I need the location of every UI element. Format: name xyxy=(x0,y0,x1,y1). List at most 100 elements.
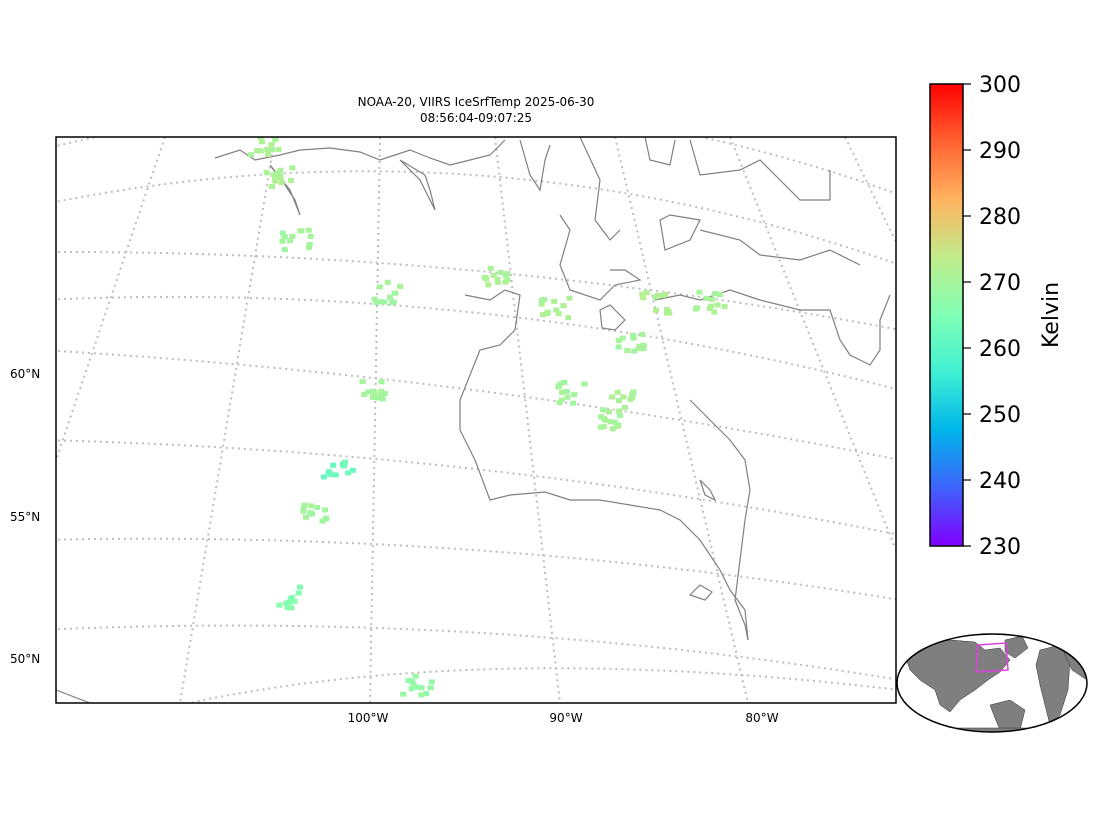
ice-temp-pixel xyxy=(265,152,272,157)
ice-temp-pixel xyxy=(635,346,642,352)
ice-temp-pixel xyxy=(694,305,701,311)
inset-antarctica xyxy=(914,727,1071,732)
ice-temp-pixel xyxy=(342,459,348,465)
ice-temp-pixel xyxy=(664,310,670,316)
inset-frame xyxy=(896,633,1088,733)
lat-label-60: 60°N xyxy=(10,367,40,381)
ice-temp-pixel xyxy=(412,673,419,679)
coast-foxe xyxy=(559,214,642,301)
lat-label-50: 50°N xyxy=(10,652,40,666)
ice-temp-pixel xyxy=(306,242,313,247)
ice-temp-pixel xyxy=(390,299,397,305)
colorbar-tick-label: 290 xyxy=(979,139,1021,164)
coast-baffin-2 xyxy=(579,137,621,241)
coast-baffin-east xyxy=(644,137,676,166)
ice-temp-pixel xyxy=(615,398,622,403)
map-panel xyxy=(55,136,897,704)
ice-temp-pixel xyxy=(556,400,563,406)
ice-temp-pixel xyxy=(631,348,637,354)
ice-temp-pixel xyxy=(570,400,576,406)
lon-label-80w: 80°W xyxy=(745,711,778,725)
ice-temp-pixel xyxy=(600,416,607,421)
coast-island-nw xyxy=(689,139,831,201)
inset-north-america xyxy=(904,639,1011,713)
ice-temp-pixel xyxy=(639,331,646,337)
ice-temp-pixel xyxy=(566,295,573,301)
ice-temp-pixel xyxy=(309,511,315,517)
ice-temp-pixel xyxy=(308,503,315,509)
ice-temp-pixel xyxy=(571,392,578,398)
ice-temp-pixel xyxy=(630,332,636,338)
ice-temp-pixel xyxy=(307,234,314,239)
ice-temp-pixel xyxy=(504,277,511,283)
ice-temp-pixel xyxy=(254,148,261,153)
ice-temp-pixel xyxy=(615,338,622,343)
ice-temp-pixel xyxy=(558,397,565,403)
ice-temp-pixel xyxy=(269,184,275,189)
ice-temp-pixel xyxy=(640,342,647,348)
ice-temp-pixel xyxy=(627,396,634,402)
ice-temp-pixel xyxy=(563,389,570,394)
meridian-90 xyxy=(614,137,749,703)
coastlines xyxy=(56,137,891,703)
colorbar-tick-label: 280 xyxy=(979,205,1021,230)
ice-temp-pixel xyxy=(540,312,546,318)
meridian-85 xyxy=(729,137,896,553)
colorbar-tick-label: 250 xyxy=(979,403,1021,428)
ice-temp-pixel xyxy=(494,276,501,282)
lat-label-55: 55°N xyxy=(10,510,40,524)
ice-temp-pixel xyxy=(619,335,626,341)
ice-temp-pixel xyxy=(374,395,381,401)
ice-temp-pixel xyxy=(629,393,636,399)
coast-arctic-north xyxy=(214,139,506,166)
colorbar-bar xyxy=(929,83,964,547)
ice-temp-pixel xyxy=(621,404,628,410)
parallel-67 xyxy=(56,170,896,265)
ice-temp-pixel xyxy=(709,296,716,302)
ice-temp-pixel xyxy=(373,300,380,305)
parallel-64 xyxy=(56,250,896,331)
ice-temp-pixel xyxy=(640,346,647,352)
coast-island-mid xyxy=(659,214,701,251)
ice-temp-pixel xyxy=(322,507,329,513)
ice-temp-pixel xyxy=(504,271,511,277)
parallel-70 xyxy=(56,137,896,195)
colorbar: 300 290 280 270 260 250 240 230 Kelvin xyxy=(929,73,1064,560)
inset-region-box xyxy=(975,642,1009,673)
ice-temp-pixel xyxy=(643,290,650,296)
map-title-line1: NOAA-20, VIIRS IceSrfTemp 2025-06-30 xyxy=(358,95,595,109)
parallel-52 xyxy=(56,624,896,681)
ice-temp-pixel xyxy=(321,474,327,480)
ice-temp-pixel xyxy=(272,175,278,181)
ice-temp-pixel xyxy=(609,394,616,400)
ice-temp-pixel xyxy=(555,384,562,390)
ice-temp-pixel xyxy=(330,462,337,468)
ice-temp-pixel xyxy=(332,472,339,478)
ice-temp-pixel xyxy=(410,682,417,688)
coast-baffin xyxy=(519,139,551,192)
coast-south-baffin xyxy=(699,229,861,266)
ice-temp-pixel xyxy=(391,290,398,296)
ice-temp-pixel xyxy=(652,294,659,300)
ice-temp-pixel xyxy=(289,165,296,171)
ice-temp-pixel xyxy=(614,389,621,395)
ice-temp-pixel xyxy=(597,424,604,430)
ice-temp-pixel xyxy=(427,685,434,691)
map-frame xyxy=(55,136,897,704)
ice-temp-pixel xyxy=(544,309,551,315)
ice-temp-pixel xyxy=(630,335,637,341)
ice-temp-pixel xyxy=(300,505,307,511)
ice-temp-pixel xyxy=(485,282,492,288)
ice-temp-pixel xyxy=(387,294,393,300)
ice-temp-pixel xyxy=(257,148,264,154)
ice-temp-pixel xyxy=(714,302,721,308)
ice-temp-pixel xyxy=(414,684,421,690)
coast-arctic-island2 xyxy=(399,159,436,211)
ice-temp-pixel xyxy=(494,279,501,285)
ice-temp-pixel xyxy=(561,379,568,385)
ice-temp-pixel xyxy=(377,299,384,305)
ice-temp-pixel xyxy=(555,311,562,317)
ice-temp-pixel xyxy=(652,307,659,313)
colorbar-tick-label: 260 xyxy=(979,337,1021,362)
